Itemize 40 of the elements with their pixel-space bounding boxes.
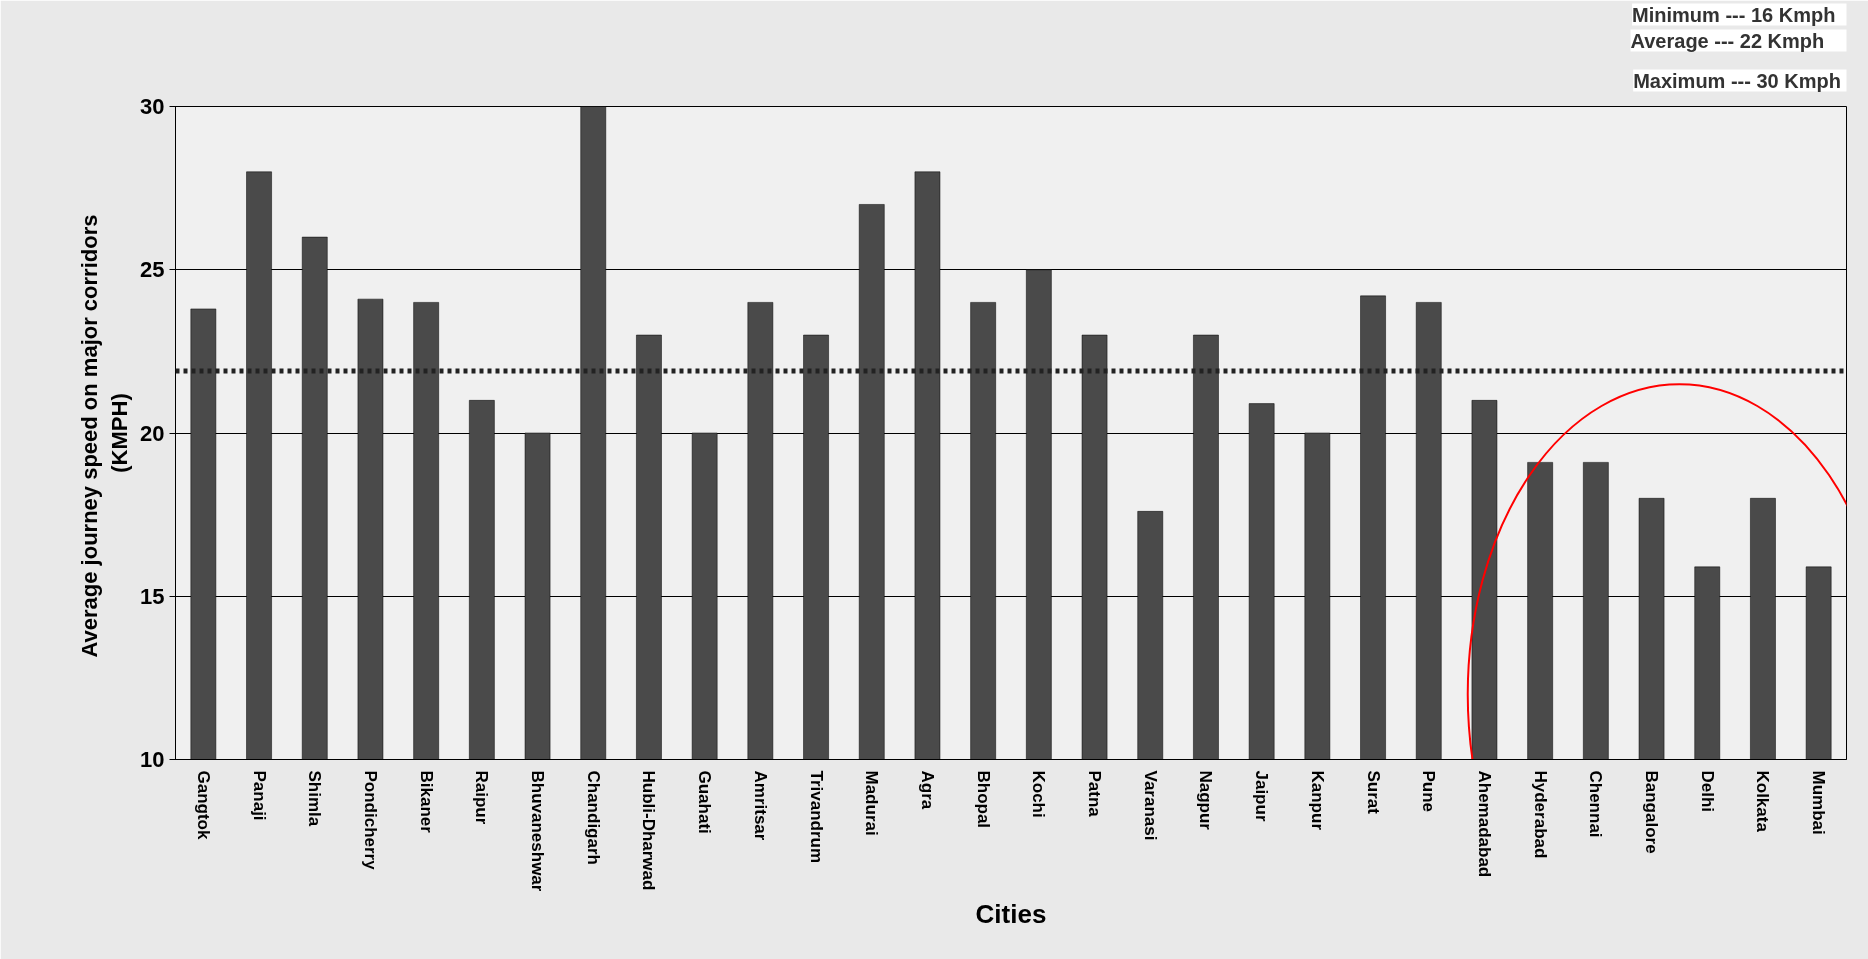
- x-tick-label: Delhi: [1697, 770, 1717, 813]
- x-tick-label: Gangtok: [193, 770, 213, 840]
- x-tick-label: Bhuvaneshwar: [528, 770, 548, 892]
- x-axis-title: Cities: [975, 899, 1047, 930]
- y-tick-label: 30: [140, 94, 165, 119]
- x-tick-label: Agra: [917, 770, 937, 810]
- x-tick-label: Guahati: [695, 770, 715, 834]
- x-tick-label: Hubli-Dharwad: [639, 770, 659, 891]
- x-tick-label: Bikaner: [416, 770, 436, 834]
- text: Average --- 22 Kmph: [1630, 29, 1825, 52]
- x-tick-label: Amritsar: [750, 770, 770, 841]
- x-tick-label: Mumbai: [1809, 770, 1829, 835]
- x-tick-label: Surat: [1363, 770, 1383, 815]
- x-tick-label: Kolkata: [1753, 770, 1773, 833]
- y-tick-label: 15: [140, 583, 165, 609]
- x-tick-label: Patna: [1085, 770, 1105, 818]
- x-tick-label: Hyderabad: [1530, 770, 1550, 859]
- x-tick-label: Trivandrum: [806, 770, 826, 864]
- x-tick-label: Chennai: [1586, 770, 1606, 838]
- x-tick-label: Kochi: [1029, 770, 1049, 818]
- x-tick-label: Bangalore: [1642, 770, 1662, 854]
- x-tick-label: Panaji: [249, 770, 269, 821]
- y-tick-label: 25: [140, 257, 165, 283]
- x-tick-label: Chandigarh: [583, 770, 603, 865]
- y-axis-title: Average journey speed on major corridors (KMPH): [77, 214, 133, 658]
- x-tick-label: Varanasi: [1140, 770, 1160, 841]
- x-tick-label: Nagpur: [1196, 770, 1216, 831]
- text: Minimum --- 16 Kmph: [1632, 3, 1836, 26]
- x-tick-label: Kanpur: [1307, 770, 1327, 831]
- x-tick-label: Madurai: [862, 770, 882, 836]
- x-tick-label: Pondicherry: [360, 770, 380, 871]
- x-tick-label: Raipur: [472, 770, 492, 825]
- y-tick-label: 10: [140, 747, 165, 772]
- x-tick-label: Bhopal: [973, 770, 993, 829]
- x-tick-label: Pune: [1419, 770, 1439, 813]
- text: Maximum --- 30 Kmph: [1633, 69, 1841, 92]
- x-tick-label: Jaipur: [1252, 770, 1272, 822]
- y-tick-label: 20: [140, 420, 165, 446]
- x-tick-label: Ahemadabad: [1474, 770, 1494, 878]
- x-tick-label: Shimla: [305, 770, 325, 827]
